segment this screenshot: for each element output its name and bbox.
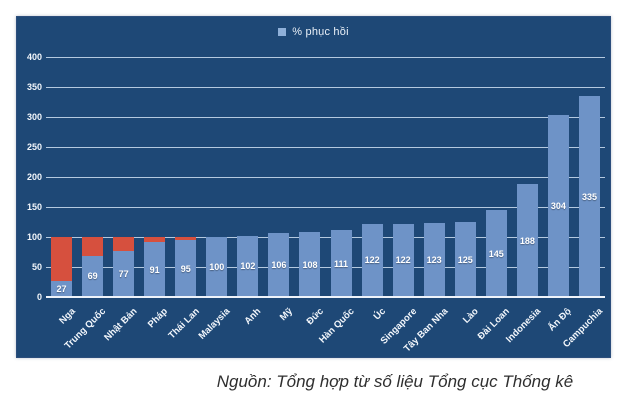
bar-segment-blue: 106 <box>268 233 290 297</box>
bar-segment-blue: 77 <box>113 250 135 297</box>
bar-segment-blue: 27 <box>51 280 73 297</box>
x-axis-label-text: Malaysia <box>196 306 233 342</box>
bar: 69 <box>82 237 104 297</box>
gridline <box>46 86 605 88</box>
plot-area: 0 50 100 150 200 250 300 350 400 27 Nga 69 Trung Quố… <box>27 52 605 354</box>
bar: 102 <box>237 235 259 297</box>
legend-swatch-icon <box>278 28 287 36</box>
bar-segment-blue: 304 <box>547 114 569 297</box>
bar-value-label: 111 <box>334 258 349 269</box>
bar-segment-blue: 125 <box>454 222 476 297</box>
bar-segment-blue: 95 <box>175 240 197 297</box>
bar: 188 <box>516 184 538 297</box>
x-axis-line <box>46 296 605 298</box>
bar-segment-blue: 100 <box>206 237 228 297</box>
bar-segment-blue: 108 <box>299 232 321 297</box>
x-axis-label-text: Mỹ <box>277 306 295 324</box>
x-axis-label-text: Nhật Bản <box>102 306 140 344</box>
bar-segment-red <box>175 237 197 240</box>
y-tick-label: 400 <box>26 52 42 62</box>
bar-value-label: 335 <box>581 191 597 202</box>
recovery-bar-chart: % phục hồi 0 50 100 150 200 250 300 350 400 27 Nga… <box>16 16 611 358</box>
bar-value-label: 106 <box>271 260 287 271</box>
x-axis-label-text: Lào <box>461 306 482 326</box>
bar-segment-blue: 188 <box>516 184 538 297</box>
y-tick-label: 0 <box>36 292 42 302</box>
bar: 77 <box>113 237 135 297</box>
bar: 100 <box>206 237 228 297</box>
gridline <box>46 116 605 118</box>
bar: 95 <box>175 237 197 297</box>
bar-value-label: 188 <box>519 235 535 246</box>
bar-value-label: 123 <box>426 255 442 266</box>
x-axis-label-text: Anh <box>242 306 264 327</box>
bar-value-label: 100 <box>209 262 225 272</box>
bar: 122 <box>392 223 414 297</box>
gridline <box>46 266 605 268</box>
y-tick-label: 150 <box>26 202 42 212</box>
chart-legend: % phục hồi <box>17 26 610 38</box>
bar: 335 <box>578 96 600 297</box>
bar-value-label: 95 <box>180 263 191 274</box>
x-axis-label-text: Úc <box>371 306 388 323</box>
y-tick-label: 50 <box>31 262 42 272</box>
bar: 91 <box>144 237 166 297</box>
legend-label: % phục hồi <box>292 26 349 38</box>
bar: 122 <box>361 223 383 297</box>
bar-value-label: 69 <box>87 271 98 282</box>
bar: 125 <box>454 222 476 297</box>
bar: 111 <box>330 230 352 297</box>
bar-segment-red <box>113 237 135 251</box>
source-caption: Nguồn: Tổng hợp từ số liệu Tổng cục Thốn… <box>216 372 574 391</box>
gridline <box>46 176 605 178</box>
bar-segment-blue: 123 <box>423 223 445 297</box>
bar-segment-blue: 102 <box>237 235 259 297</box>
bar-segment-blue: 111 <box>330 230 352 297</box>
bar-value-label: 77 <box>118 268 129 279</box>
bar-value-label: 304 <box>550 200 566 211</box>
x-axis-label-text: Nga <box>56 306 78 327</box>
bar: 304 <box>547 114 569 297</box>
bar-segment-blue: 122 <box>392 223 414 297</box>
y-tick-label: 350 <box>26 82 42 92</box>
bar-segment-red <box>51 237 73 281</box>
bar: 106 <box>268 233 290 297</box>
y-tick-label: 250 <box>26 142 42 152</box>
bar-segment-blue: 122 <box>361 223 383 297</box>
gridline <box>46 236 605 238</box>
bar-segment-blue: 335 <box>578 96 600 297</box>
bar-value-label: 125 <box>457 254 473 265</box>
y-tick-label: 100 <box>26 232 42 242</box>
bar: 123 <box>423 223 445 297</box>
bar-value-label: 91 <box>149 264 160 275</box>
x-axis-label-text: Thái Lan <box>166 306 202 342</box>
bar-value-label: 145 <box>488 248 504 259</box>
bar-value-label: 108 <box>302 259 318 270</box>
x-axis-label-text: Pháp <box>146 306 171 331</box>
bar-value-label: 27 <box>56 283 67 294</box>
gridline <box>46 206 605 208</box>
bar: 145 <box>485 210 507 297</box>
gridline <box>46 146 605 148</box>
x-axis-label-text: Ấn Độ <box>546 306 575 334</box>
bar-segment-blue: 145 <box>485 210 507 297</box>
bar-value-label: 122 <box>395 255 411 266</box>
bar: 27 <box>51 237 73 297</box>
x-axis-label-text: Đức <box>304 306 326 328</box>
bar-value-label: 122 <box>364 255 380 266</box>
y-tick-label: 300 <box>26 112 42 122</box>
gridline <box>46 56 605 58</box>
bar-value-label: 102 <box>240 261 256 272</box>
bar-segment-blue: 69 <box>82 255 104 297</box>
y-tick-label: 200 <box>26 172 42 182</box>
bar: 108 <box>299 232 321 297</box>
bar-segment-red <box>82 237 104 256</box>
bar-segment-blue: 91 <box>144 242 166 297</box>
bar-segment-red <box>144 237 166 243</box>
